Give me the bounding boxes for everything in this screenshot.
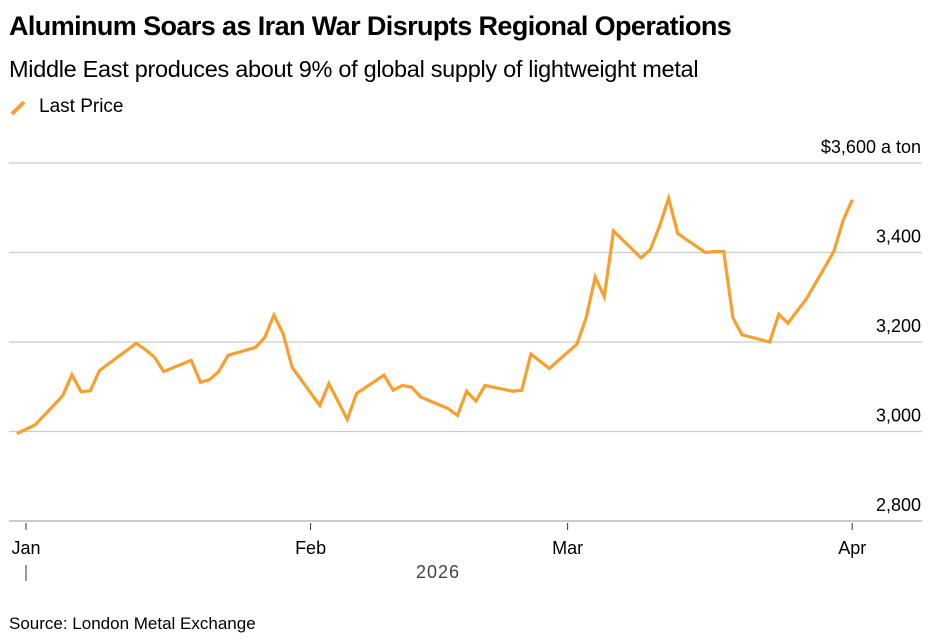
series-line-last-price bbox=[16, 192, 854, 436]
x-tick-label: Feb bbox=[295, 538, 326, 558]
year-label: 2026 bbox=[416, 562, 460, 582]
y-axis: 2,800 3,000 3,200 3,400 $3,600 a ton bbox=[821, 137, 921, 515]
legend-label-last-price: Last Price bbox=[39, 96, 124, 117]
y-tick-label: 3,200 bbox=[876, 316, 921, 336]
x-tick-label: Jan bbox=[11, 538, 40, 558]
source-note: Source: London Metal Exchange bbox=[9, 614, 256, 633]
diagonal-line-icon bbox=[10, 100, 26, 116]
x-tick-label: Mar bbox=[552, 538, 583, 558]
x-tick-label: Apr bbox=[838, 538, 866, 558]
legend: Last Price bbox=[9, 94, 123, 120]
y-tick-label: 2,800 bbox=[876, 495, 921, 515]
series-layer bbox=[16, 192, 854, 436]
y-tick-label: 3,000 bbox=[876, 406, 921, 426]
y-tick-label: 3,400 bbox=[876, 227, 921, 247]
x-axis: Jan Feb Mar Apr 2026 bbox=[11, 523, 866, 582]
y-tick-label: $3,600 a ton bbox=[821, 137, 921, 157]
chart-subtitle: Middle East produces about 9% of global … bbox=[9, 56, 699, 82]
chart-title: Aluminum Soars as Iran War Disrupts Regi… bbox=[9, 11, 732, 41]
gridlines bbox=[9, 162, 922, 522]
